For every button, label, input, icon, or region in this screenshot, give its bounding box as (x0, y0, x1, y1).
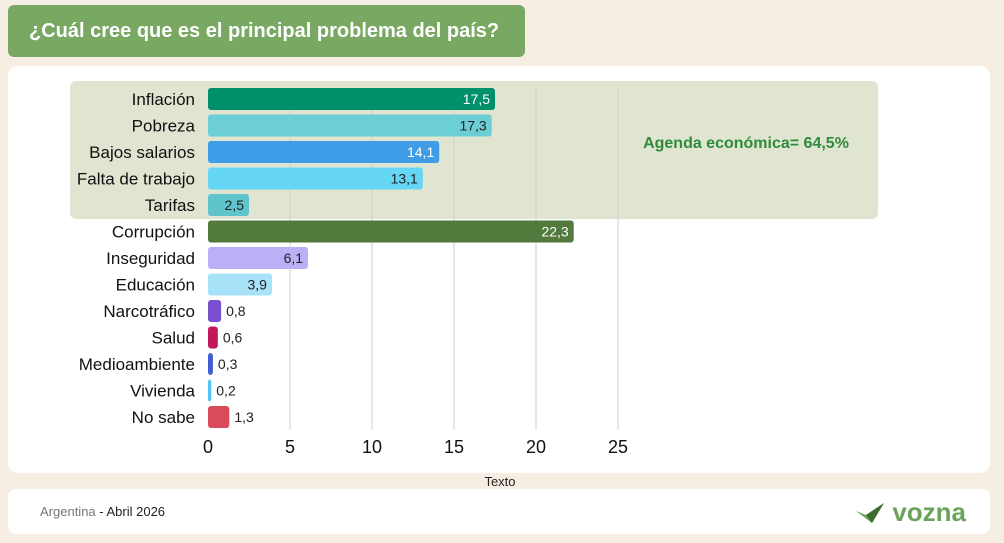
category-label: Tarifas (145, 196, 195, 215)
bar (208, 141, 440, 163)
category-label: Educación (116, 276, 195, 295)
x-axis-label: Texto (484, 474, 516, 489)
annotation-agenda-economica: Agenda económica= 64,5% (643, 135, 849, 152)
separator: - (95, 504, 107, 519)
brand-name: vozna (892, 497, 966, 527)
bar (208, 379, 212, 402)
vozna-bird-icon (856, 502, 885, 523)
data-label: 3,9 (247, 277, 267, 293)
category-label: Salud (152, 329, 195, 348)
x-tick-label: 5 (285, 437, 295, 457)
data-label: 13,1 (391, 171, 418, 187)
data-label: 0,6 (223, 330, 243, 346)
x-tick-label: 0 (203, 437, 213, 457)
date: Abril 2026 (106, 504, 166, 519)
bar (208, 88, 495, 110)
x-tick-label: 15 (444, 437, 464, 457)
data-label: 14,1 (407, 144, 434, 160)
data-label: 17,5 (463, 91, 490, 107)
data-label: 1,3 (234, 409, 254, 425)
data-label: 6,1 (284, 250, 304, 266)
data-label: 17,3 (459, 118, 486, 134)
bar (208, 247, 309, 269)
category-label: Narcotráfico (103, 302, 195, 321)
category-label: Inflación (132, 90, 195, 109)
category-label: Falta de trabajo (77, 170, 195, 189)
footer-location: Argentina - Abril 2026 (40, 504, 165, 519)
category-label: Bajos salarios (89, 143, 195, 162)
category-label: No sabe (132, 408, 195, 427)
category-label: Pobreza (132, 117, 196, 136)
bar (208, 220, 574, 243)
footer: Argentina - Abril 2026 vozna (8, 489, 990, 534)
x-tick-label: 20 (526, 437, 546, 457)
data-label: 0,8 (226, 303, 246, 319)
country: Argentina (40, 504, 96, 519)
data-label: 0,3 (218, 356, 238, 372)
bar (208, 273, 272, 296)
category-label: Medioambiente (79, 355, 195, 374)
category-label: Corrupción (112, 223, 195, 242)
bar (208, 406, 230, 428)
category-label: Vivienda (130, 382, 195, 401)
bar-chart: 0 5 10 15 20 25 Agenda económica= 64,5% Inflaci… (70, 81, 878, 457)
data-label: 2,5 (225, 197, 245, 213)
chart-title: ¿Cuál cree que es el principal problema … (8, 5, 525, 57)
bar (208, 114, 492, 137)
bar (208, 353, 213, 375)
category-label: Inseguridad (106, 249, 195, 268)
data-label: 0,2 (216, 383, 236, 399)
data-label: 22,3 (541, 224, 568, 240)
x-tick-label: 10 (362, 437, 382, 457)
bar (208, 194, 249, 216)
bar (208, 326, 218, 349)
x-tick-label: 25 (608, 437, 628, 457)
bar (208, 300, 222, 322)
vozna-logo: vozna (854, 497, 966, 528)
bar (208, 167, 423, 190)
